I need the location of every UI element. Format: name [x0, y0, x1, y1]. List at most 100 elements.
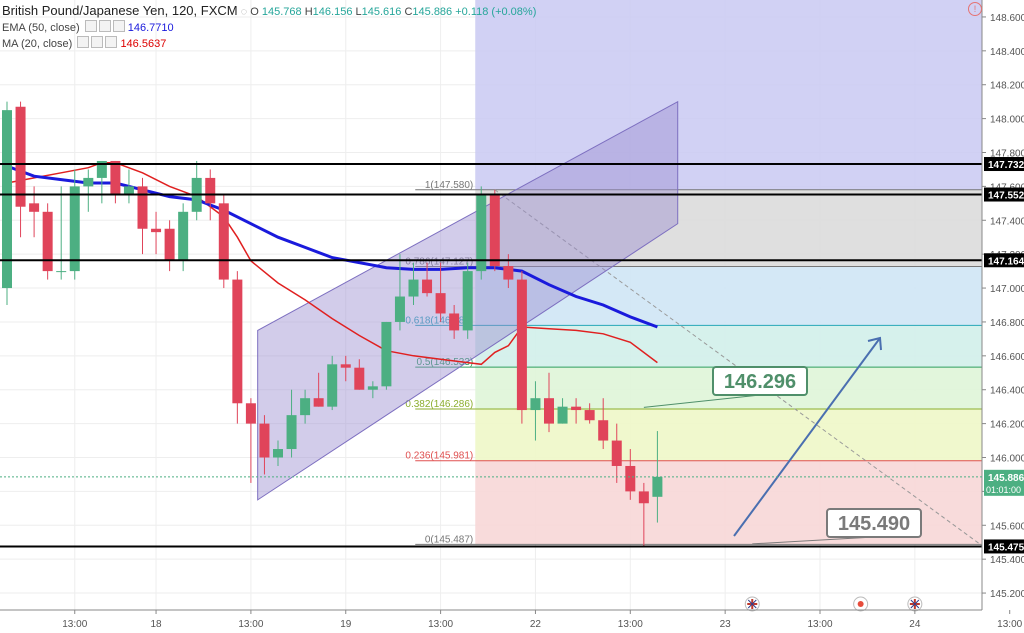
- level-price-label: 147.732: [988, 160, 1024, 171]
- price-tick-label: 146.200: [990, 420, 1024, 431]
- annotations-layer[interactable]: 146.296 145.490: [643, 336, 923, 612]
- price-tick-label: 147.000: [990, 284, 1024, 295]
- level-price-label: 145.475: [988, 542, 1024, 553]
- candle-body: [205, 177, 216, 204]
- candle-body: [638, 491, 649, 504]
- close-icon[interactable]: [105, 36, 118, 48]
- horizontal-levels-layer[interactable]: [0, 163, 982, 548]
- projection-arrow: [733, 337, 881, 537]
- candle-body: [96, 160, 107, 178]
- close-label: C: [404, 6, 413, 18]
- price-callout: [826, 508, 922, 538]
- uk-flag-saltire: [910, 599, 920, 609]
- uk-flag-saltire: [747, 599, 757, 609]
- candle-body: [137, 186, 148, 229]
- fib-extension-zone: [475, 0, 982, 190]
- current-price-tag: [984, 469, 1024, 496]
- open-label: O: [250, 6, 259, 18]
- time-tick-label: 13:00: [997, 619, 1022, 630]
- settings-icon[interactable]: [91, 36, 104, 48]
- close-value: 145.886: [412, 6, 453, 18]
- fib-level-label: 0.382(146.286): [405, 399, 473, 410]
- price-tick-label: 147.800: [990, 149, 1024, 160]
- candle-body: [625, 465, 636, 492]
- candle-body: [489, 194, 500, 267]
- candle-body: [164, 228, 175, 261]
- fib-zone: [475, 266, 982, 326]
- ema-label: EMA (50, close): [2, 22, 80, 34]
- alert-icon[interactable]: !: [968, 2, 982, 16]
- close-icon[interactable]: [112, 20, 125, 32]
- time-axis-layer[interactable]: 13:00 18 13:00 19 13:00 22 13:00 23 13:00 24 13:00: [0, 609, 1023, 630]
- level-price-tag: [984, 539, 1024, 554]
- candle-body: [449, 313, 460, 331]
- candle-body: [367, 386, 378, 390]
- visibility-icon[interactable]: [77, 36, 90, 48]
- level-price-tag: [984, 187, 1024, 202]
- candle-body: [273, 449, 283, 458]
- time-tick-label: 13:00: [428, 619, 453, 630]
- ema-legend[interactable]: EMA (50, close) 146.7710: [2, 20, 174, 34]
- candle-body: [42, 211, 53, 272]
- price-callout: [712, 366, 808, 396]
- low-value: 145.616: [361, 6, 402, 18]
- fib-level-label: 0.236(145.981): [405, 451, 473, 462]
- event-dot: [857, 601, 864, 607]
- ma-legend[interactable]: MA (20, close) 146.5637: [2, 36, 166, 50]
- candle-body: [313, 398, 324, 407]
- candle-body: [611, 440, 622, 466]
- candle-body: [354, 367, 365, 390]
- price-tick-label: 146.400: [990, 386, 1024, 397]
- time-tick-label: 13:00: [238, 619, 263, 630]
- price-tick-label: 148.200: [990, 81, 1024, 92]
- candle-body: [652, 476, 663, 497]
- fibonacci-layer[interactable]: 1(147.580) 0.786(147.127) 0.618(146.780) 0.…: [405, 0, 983, 547]
- price-tick-label: 145.600: [990, 521, 1024, 532]
- level-price-label: 147.552: [988, 191, 1024, 202]
- fib-level-label: 1(147.580): [425, 180, 473, 191]
- settings-icon[interactable]: [98, 20, 111, 32]
- time-tick-label: 13:00: [618, 619, 643, 630]
- candle-body: [300, 398, 311, 416]
- candle-body: [584, 410, 595, 421]
- candle-body: [69, 186, 80, 272]
- candle-body: [422, 279, 433, 294]
- candle-body: [110, 160, 121, 195]
- price-tick-label: 145.200: [990, 589, 1024, 600]
- candle-body: [218, 203, 229, 280]
- candle-body: [462, 271, 473, 331]
- fib-level-label: 0(145.487): [425, 534, 473, 545]
- price-callout-pointer: [643, 394, 761, 408]
- candle-body: [286, 415, 297, 450]
- candle-body: [394, 296, 405, 322]
- candle-body: [56, 271, 67, 273]
- time-tick-label: 13:00: [62, 619, 87, 630]
- ema-value: 146.7710: [127, 22, 174, 34]
- candle-body: [2, 110, 12, 289]
- time-tick-label: 19: [340, 619, 352, 630]
- candle-body: [245, 403, 256, 424]
- price-tick-label: 146.000: [990, 454, 1024, 465]
- candle-body: [151, 228, 162, 233]
- price-tick-label: 145.400: [990, 555, 1024, 566]
- visibility-icon[interactable]: [84, 20, 97, 32]
- price-tick-label: 148.000: [990, 115, 1024, 126]
- level-price-label: 147.164: [988, 256, 1024, 267]
- fib-level-label: 0.786(147.127): [405, 257, 473, 268]
- candle-body: [83, 177, 94, 187]
- candle-body: [381, 321, 392, 387]
- high-label: H: [304, 6, 313, 18]
- price-tick-label: 146.800: [990, 318, 1024, 329]
- candle-body: [598, 420, 609, 441]
- candle-body: [530, 398, 541, 411]
- candle-body: [503, 266, 514, 280]
- ohlc-legend: British Pound/Japanese Yen, 120, FXCM ◌ …: [2, 3, 536, 18]
- price-callout-pointer: [752, 536, 875, 545]
- ma-value: 146.5637: [120, 38, 167, 50]
- price-tick-label: 148.400: [990, 47, 1024, 58]
- current-price-label: 145.886: [988, 473, 1024, 484]
- settings-icon[interactable]: ◌: [240, 6, 248, 18]
- arrow-head: [867, 336, 882, 351]
